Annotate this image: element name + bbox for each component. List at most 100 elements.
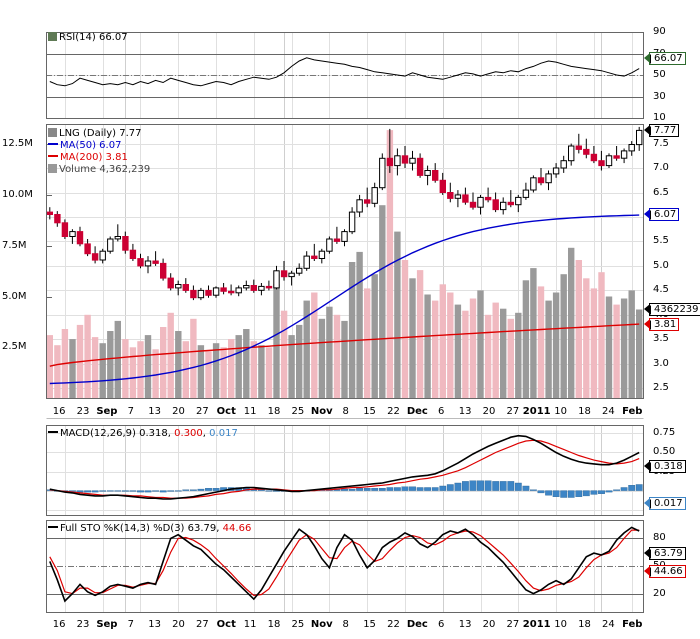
macd-histogram-bar [620,487,628,491]
macd-histogram-bar [575,490,583,497]
volume-bar [583,278,590,398]
stoch-k-value: 63.79 [187,523,217,534]
macd-histogram-bar [454,482,462,491]
volume-bar [401,260,409,398]
stoch-legend-name: Full STO %K(14,3) %D(3) [60,523,185,534]
macd-histogram-bar [69,490,76,492]
price-panel-frame [46,124,644,399]
volume-bar [303,300,310,398]
volume-bar [356,251,363,398]
volume-bar [228,339,235,398]
volume-bar [560,274,567,398]
volume-bar [258,345,265,398]
macd-histogram-bar [197,488,205,491]
macd-histogram-bar [416,487,424,491]
volume-bar [190,318,197,398]
volume-bar [152,349,159,398]
macd-histogram-bar [492,481,500,491]
volume-bar [54,345,61,398]
macd-histogram-bar [144,490,152,493]
volume-bar [371,274,378,398]
stoch-line-icon [48,526,58,528]
macd-legend: MACD(12,26,9) 0.318, 0.300, 0.017 [48,428,238,439]
volume-bar [447,292,454,398]
macd-panel-frame [46,425,644,516]
macd-histogram-bar [530,489,537,491]
macd-histogram-bar [76,490,84,493]
volume-bar [341,320,348,398]
ma200-line-icon [48,155,58,157]
volume-legend-row: Volume 4,362,239 [48,164,150,175]
macd-line-icon [48,431,58,433]
volume-bar [348,262,356,398]
macd-histogram-bar [401,486,409,491]
volume-bar [628,290,635,398]
volume-bar [91,337,99,398]
macd-histogram-bar [152,490,159,492]
volume-bar [507,318,514,398]
volume-bar [462,310,469,398]
macd-histogram-bar [114,490,122,492]
volume-bar [137,341,144,398]
rsi-legend-text: RSI(14) 66.07 [59,32,128,43]
ma50-legend-text: MA(50) 6.07 [60,140,122,151]
macd-line [49,434,640,500]
stoch-legend: Full STO %K(14,3) %D(3) 63.79, 44.66 [48,523,251,534]
volume-bar [598,272,605,398]
volume-bar [160,327,167,398]
volume-bar [99,343,106,398]
macd-histogram-bar [212,488,220,491]
ma50-line [49,214,640,385]
volume-bar [273,284,280,398]
macd-histogram-bar [205,488,212,491]
volume-bar [432,300,439,398]
volume-bar [205,351,212,398]
macd-histogram-bar [605,490,613,493]
volume-bar [129,347,137,398]
candlestick-series [46,126,643,301]
stoch-d-value: 44.66 [222,523,252,534]
volume-bar [243,329,250,398]
macd-histogram-bar [84,490,92,493]
volume-bar [122,339,129,398]
macd-histogram-bar [121,490,129,492]
volume-bar [605,296,613,398]
macd-signal-line [49,439,640,499]
macd-histogram-bar [265,490,273,492]
rsi-icon [48,32,57,41]
macd-histogram-bar [590,490,598,495]
macd-histogram-bar [258,489,265,491]
macd-histogram-bar [159,490,167,493]
macd-histogram-bar [582,490,590,497]
ma50-legend-row: MA(50) 6.07 [48,140,121,151]
macd-signal-value: 0.300 [174,428,203,439]
volume-bar [484,314,492,398]
volume-bar [235,335,242,398]
macd-histogram-bar [348,488,356,491]
macd-histogram-bar [469,480,477,491]
macd-hist-value: 0.017 [209,428,238,439]
volume-bar [537,286,545,398]
macd-histogram-bar [174,490,182,492]
volume-bar [590,288,598,398]
volume-bar [492,302,499,398]
macd-histogram-bar [439,485,447,491]
macd-histogram-bar [484,480,492,491]
volume-bar [530,268,537,398]
volume-bar [515,312,522,398]
volume-bar [636,309,643,398]
volume-bar [212,343,220,398]
volume-bar [326,306,333,398]
macd-histogram-bar [409,486,416,491]
macd-legend-value: 0.318 [139,428,168,439]
rsi-panel-frame [46,32,644,119]
volume-bar [439,284,446,398]
volume-legend-text: Volume 4,362,239 [59,164,151,175]
volume-bar [175,331,182,398]
volume-bar [197,345,205,398]
macd-histogram-bar [545,490,553,496]
rsi-legend: RSI(14) 66.07 [48,32,128,43]
macd-histogram-bar [507,481,515,491]
